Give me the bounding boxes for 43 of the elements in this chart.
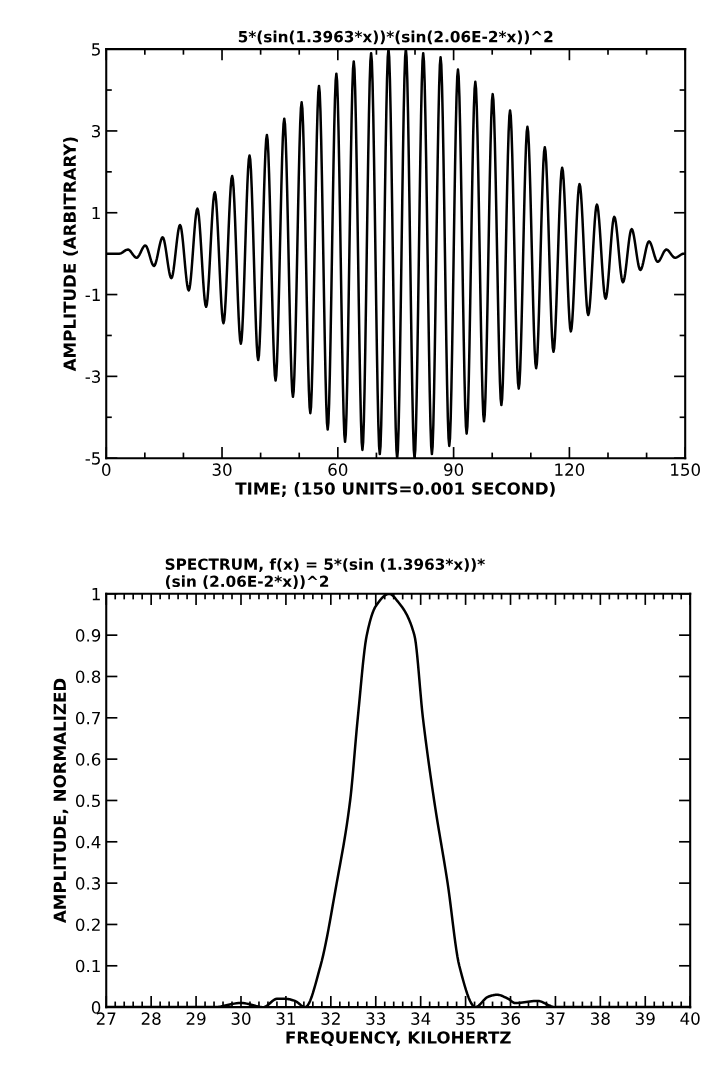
x-tick-label: 34 <box>411 1012 431 1025</box>
x-tick-label: 32 <box>321 1012 340 1025</box>
y-tick-label: 1 <box>92 206 100 220</box>
x-tick-label: 33 <box>366 1012 386 1025</box>
y-axis-title: AMPLITUDE (ARBITRARY) <box>63 137 78 372</box>
x-tick-label: 38 <box>591 1012 610 1025</box>
x-tick-label: 150 <box>671 463 700 476</box>
y-axis-title: AMPLITUDE, NORMALIZED <box>53 678 69 924</box>
y-tick-label: 0.8 <box>75 670 101 684</box>
x-axis-title: FREQUENCY, KILOHERTZ <box>286 1031 511 1046</box>
x-tick-label: 28 <box>141 1012 161 1025</box>
y-tick-label: 3 <box>92 124 101 138</box>
y-tick-label: 0.1 <box>75 959 100 973</box>
x-tick-label: 0 <box>102 463 111 476</box>
y-tick-label: 0.5 <box>75 794 100 808</box>
x-tick-label: 30 <box>231 1012 251 1025</box>
x-tick-label: 120 <box>555 463 585 476</box>
x-tick-label: 35 <box>456 1012 475 1025</box>
y-tick-label: -3 <box>85 370 101 383</box>
y-tick-label: 5 <box>92 43 100 56</box>
y-tick-label: 0.9 <box>75 629 101 642</box>
y-tick-label: 0.6 <box>75 753 101 766</box>
y-tick-label: 0 <box>91 1001 101 1014</box>
y-tick-label: 0.4 <box>75 835 101 849</box>
y-tick-label: 0.7 <box>75 711 100 725</box>
chart-title: 5*(sin(1.3963*x))*(sin(2.06E-2*x))^2 <box>238 30 553 45</box>
x-tick-label: 36 <box>501 1012 521 1025</box>
x-tick-label: 60 <box>328 463 348 476</box>
x-tick-label: 27 <box>96 1012 116 1025</box>
y-tick-label: 0.2 <box>75 918 100 932</box>
x-tick-label: 40 <box>680 1012 700 1025</box>
chart-title: SPECTRUM, f(x) = 5*(sin (1.3963*x))* (sin (2.06E-2*x))^2 <box>165 558 485 589</box>
y-tick-label: 0.3 <box>75 877 101 890</box>
y-tick-label: -1 <box>85 288 100 301</box>
x-tick-label: 37 <box>546 1012 565 1025</box>
y-tick-label: 1 <box>92 587 100 601</box>
x-axis-title: TIME; (150 UNITS=0.001 SECOND) <box>235 481 555 497</box>
x-tick-label: 39 <box>635 1012 655 1025</box>
x-tick-label: 30 <box>212 463 232 476</box>
x-tick-label: 29 <box>186 1012 206 1025</box>
x-tick-label: 90 <box>444 463 464 476</box>
x-tick-label: 31 <box>276 1012 295 1025</box>
y-tick-label: -5 <box>85 452 100 465</box>
